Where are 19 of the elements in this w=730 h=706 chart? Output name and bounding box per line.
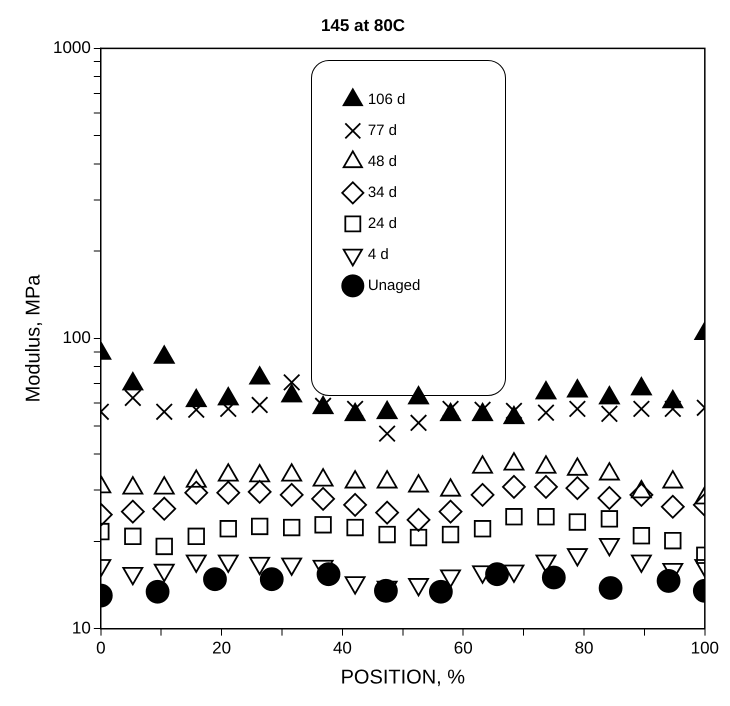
y-axis-title: Modulus, MPa xyxy=(22,274,45,402)
x-tick-label: 80 xyxy=(574,638,594,658)
legend-label: Unaged xyxy=(368,277,420,294)
x-tick-label: 0 xyxy=(96,638,106,658)
x-axis-title: POSITION, % xyxy=(340,666,466,689)
legend-label: 77 d xyxy=(368,122,398,140)
y-tick-label: 10 xyxy=(72,618,91,638)
x-tick-label: 60 xyxy=(454,638,473,658)
y-tick-label: 1000 xyxy=(52,38,91,58)
legend-label: 48 d xyxy=(368,153,398,170)
legend-label: 106 d xyxy=(368,91,406,108)
chart-title: 145 at 80C xyxy=(320,16,406,35)
legend-label: 24 d xyxy=(368,215,398,232)
x-tick-label: 20 xyxy=(212,638,232,658)
y-tick-label: 100 xyxy=(62,328,91,348)
x-tick-label: 40 xyxy=(332,638,352,658)
legend-label: 34 d xyxy=(368,184,398,202)
legend-label: 4 d xyxy=(368,246,389,264)
x-tick-label: 100 xyxy=(690,638,720,658)
